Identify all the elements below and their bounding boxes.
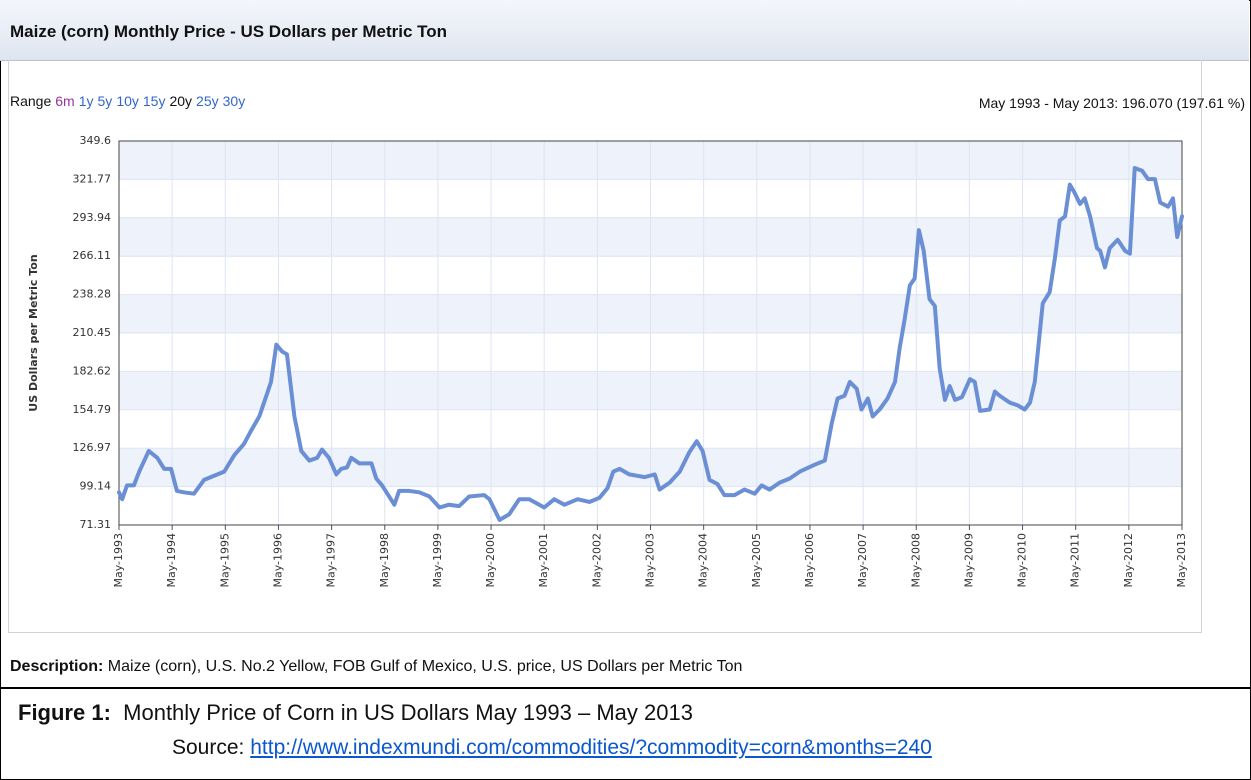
- x-tick-label: May-2011: [1069, 533, 1082, 588]
- y-tick-label: 266.11: [73, 249, 112, 262]
- range-option[interactable]: 1y: [78, 93, 94, 109]
- y-tick-label: 71.31: [80, 518, 112, 531]
- x-tick-label: May-1997: [325, 533, 338, 588]
- source-label: Source:: [172, 736, 245, 759]
- range-option[interactable]: 10y: [116, 93, 139, 109]
- range-option[interactable]: 30y: [222, 93, 246, 109]
- chart: 71.31 99.14 126.97 154.79 182.62 210.45 238.28…: [27, 134, 1188, 588]
- x-tick-label: May-2009: [962, 533, 975, 588]
- range-option[interactable]: 25y: [196, 93, 219, 109]
- y-tick-label: 321.77: [73, 172, 112, 185]
- y-tick-label: 238.28: [73, 288, 112, 301]
- x-tick-label: May-2004: [697, 533, 710, 588]
- x-tick-label: May-2013: [1175, 533, 1188, 588]
- x-tick-label: May-2008: [909, 533, 922, 588]
- source-link[interactable]: http://www.indexmundi.com/commodities/?c…: [250, 736, 932, 759]
- figure-label: Figure 1:: [18, 700, 111, 725]
- x-tick-label: May-2000: [484, 533, 497, 588]
- y-tick-label: 293.94: [73, 211, 112, 224]
- range-summary: May 1993 - May 2013: 196.070 (197.61 %): [978, 95, 1245, 111]
- x-tick-label: May-2005: [750, 533, 763, 588]
- description: Description: Maize (corn), U.S. No.2 Yel…: [10, 658, 742, 676]
- description-label: Description:: [10, 658, 104, 675]
- y-tick-label: 182.62: [73, 364, 112, 377]
- x-tick-label: May-2007: [856, 533, 869, 588]
- figure-caption: Figure 1: Monthly Price of Corn in US Do…: [18, 700, 693, 726]
- y-tick-label: 154.79: [73, 403, 112, 416]
- x-tick-label: May-1993: [112, 533, 125, 588]
- x-tick-label: May-2003: [644, 533, 657, 588]
- range-option[interactable]: 20y: [169, 93, 193, 109]
- header-title: Maize (corn) Monthly Price - US Dollars …: [10, 22, 448, 41]
- y-tick-label: 349.6: [80, 134, 112, 147]
- range-label: Range: [10, 93, 52, 109]
- y-tick-label: 210.45: [73, 326, 112, 339]
- x-tick-label: May-2012: [1122, 533, 1135, 588]
- x-tick-label: May-2001: [537, 533, 550, 588]
- plot-border: [118, 140, 1183, 526]
- figure-caption-text: Monthly Price of Corn in US Dollars May …: [123, 700, 693, 725]
- x-tick-label: May-2010: [1016, 533, 1029, 588]
- description-text: Maize (corn), U.S. No.2 Yellow, FOB Gulf…: [107, 658, 743, 675]
- chart-box: [8, 60, 1202, 633]
- range-option[interactable]: 5y: [97, 93, 113, 109]
- x-tick-label: May-1994: [165, 533, 178, 588]
- y-tick-label: 99.14: [80, 480, 112, 493]
- header: Maize (corn) Monthly Price - US Dollars …: [0, 0, 1249, 61]
- range-option[interactable]: 15y: [142, 93, 166, 109]
- y-axis-title: US Dollars per Metric Ton: [27, 254, 40, 411]
- x-tick-label: May-1998: [378, 533, 391, 588]
- source: Source: http://www.indexmundi.com/commod…: [172, 736, 932, 760]
- x-tick-label: May-2002: [590, 533, 603, 588]
- price-line: [117, 166, 1184, 522]
- x-tick-label: May-1999: [431, 533, 444, 588]
- x-tick-label: May-1996: [271, 533, 284, 588]
- range-option[interactable]: 6m: [55, 93, 75, 109]
- range-selector: Range 6m 1y 5y 10y 15y 20y 25y 30y: [10, 93, 245, 109]
- y-tick-label: 126.97: [73, 441, 112, 454]
- x-tick-label: May-1995: [218, 533, 231, 588]
- x-tick-label: May-2006: [803, 533, 816, 588]
- divider: [0, 687, 1251, 689]
